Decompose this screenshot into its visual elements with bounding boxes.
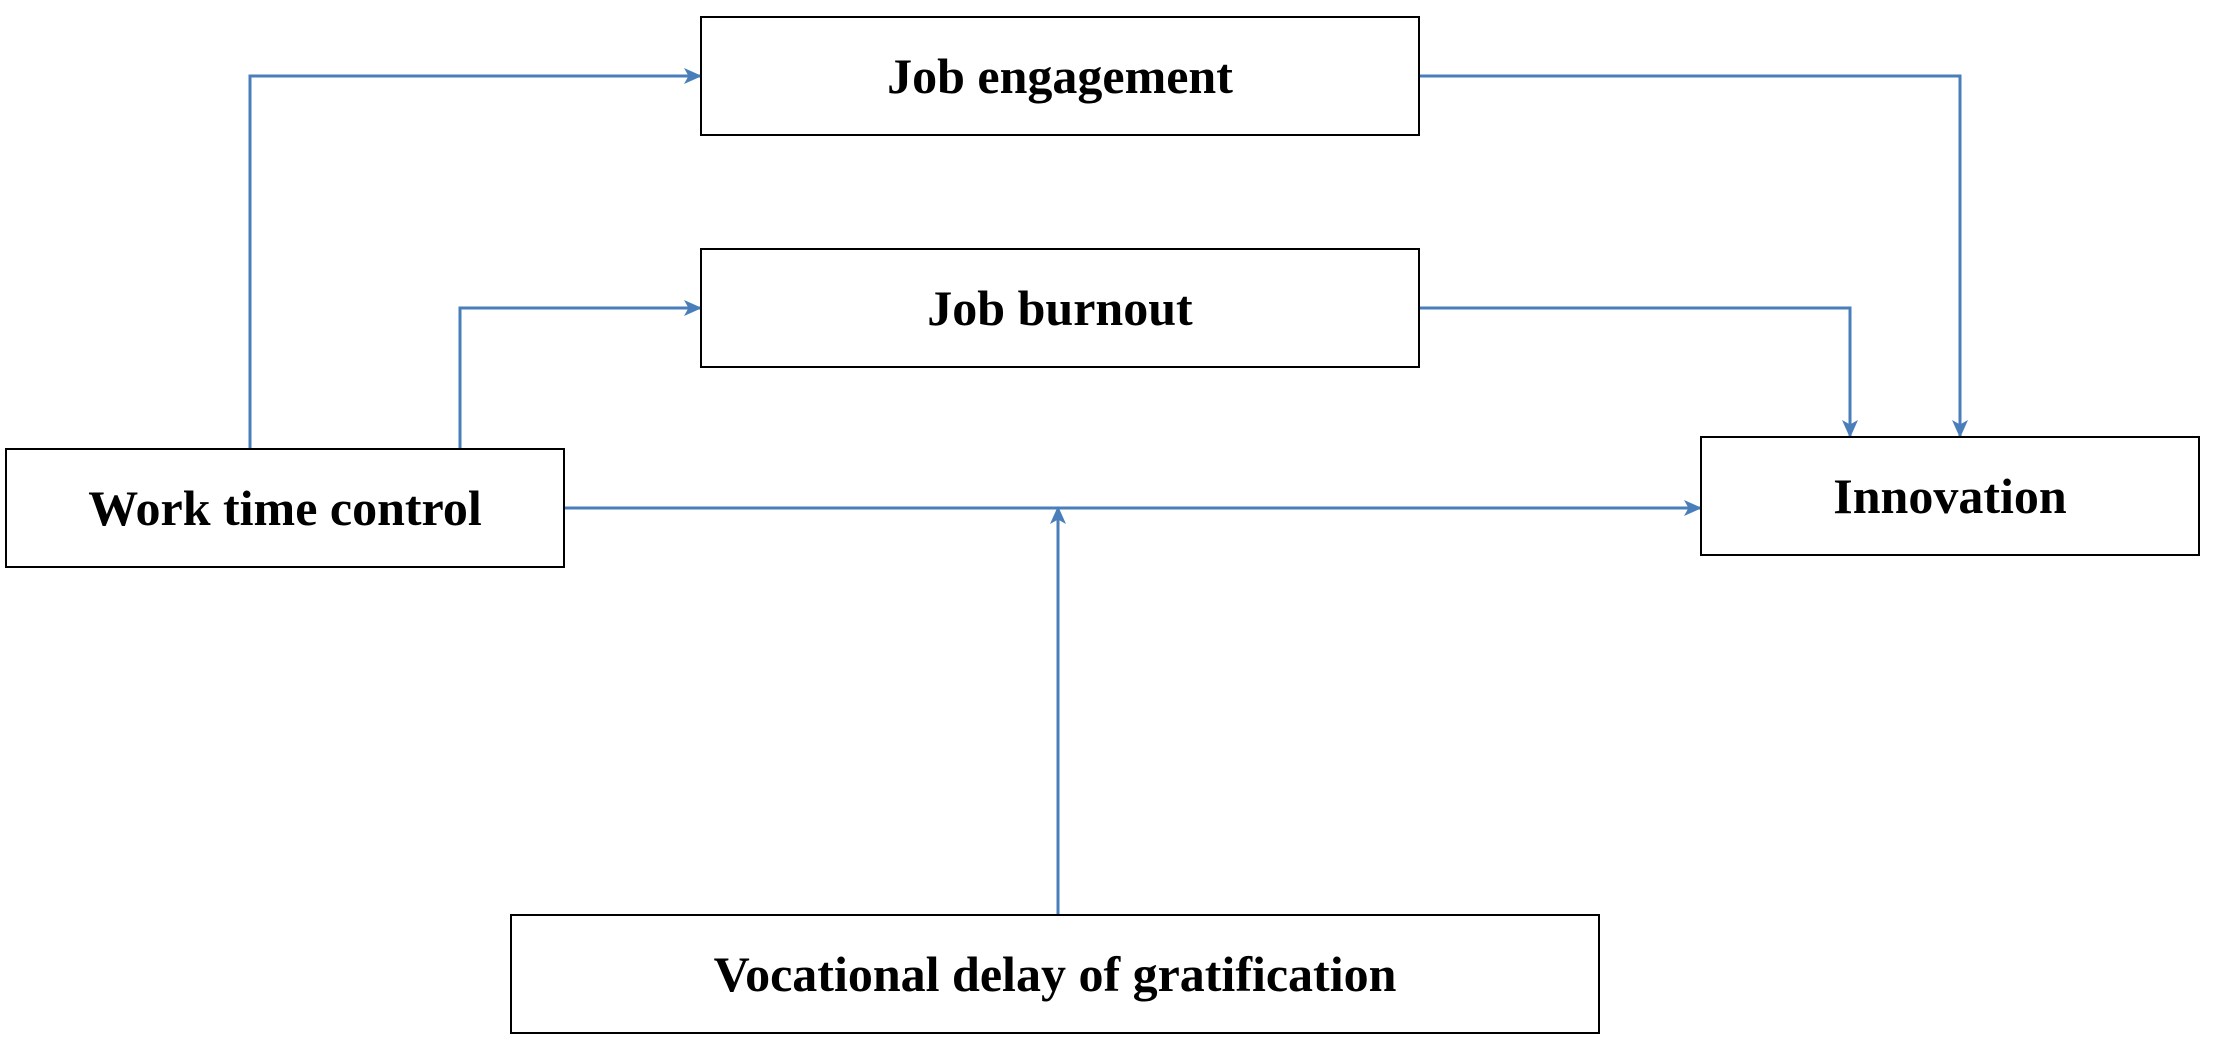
edge-jb-to-innov <box>1420 308 1850 436</box>
job-burnout-label: Job burnout <box>927 279 1192 337</box>
edge-wtc-to-je <box>250 76 700 448</box>
edge-wtc-to-jb <box>460 308 700 448</box>
vocational-delay-label: Vocational delay of gratification <box>714 945 1397 1003</box>
job-engagement-label: Job engagement <box>887 47 1233 105</box>
innovation-label: Innovation <box>1833 467 2066 525</box>
job-burnout-node: Job burnout <box>700 248 1420 368</box>
vocational-delay-node: Vocational delay of gratification <box>510 914 1600 1034</box>
work-time-control-label: Work time control <box>88 479 481 537</box>
innovation-node: Innovation <box>1700 436 2200 556</box>
edge-je-to-innov <box>1420 76 1960 436</box>
job-engagement-node: Job engagement <box>700 16 1420 136</box>
work-time-control-node: Work time control <box>5 448 565 568</box>
